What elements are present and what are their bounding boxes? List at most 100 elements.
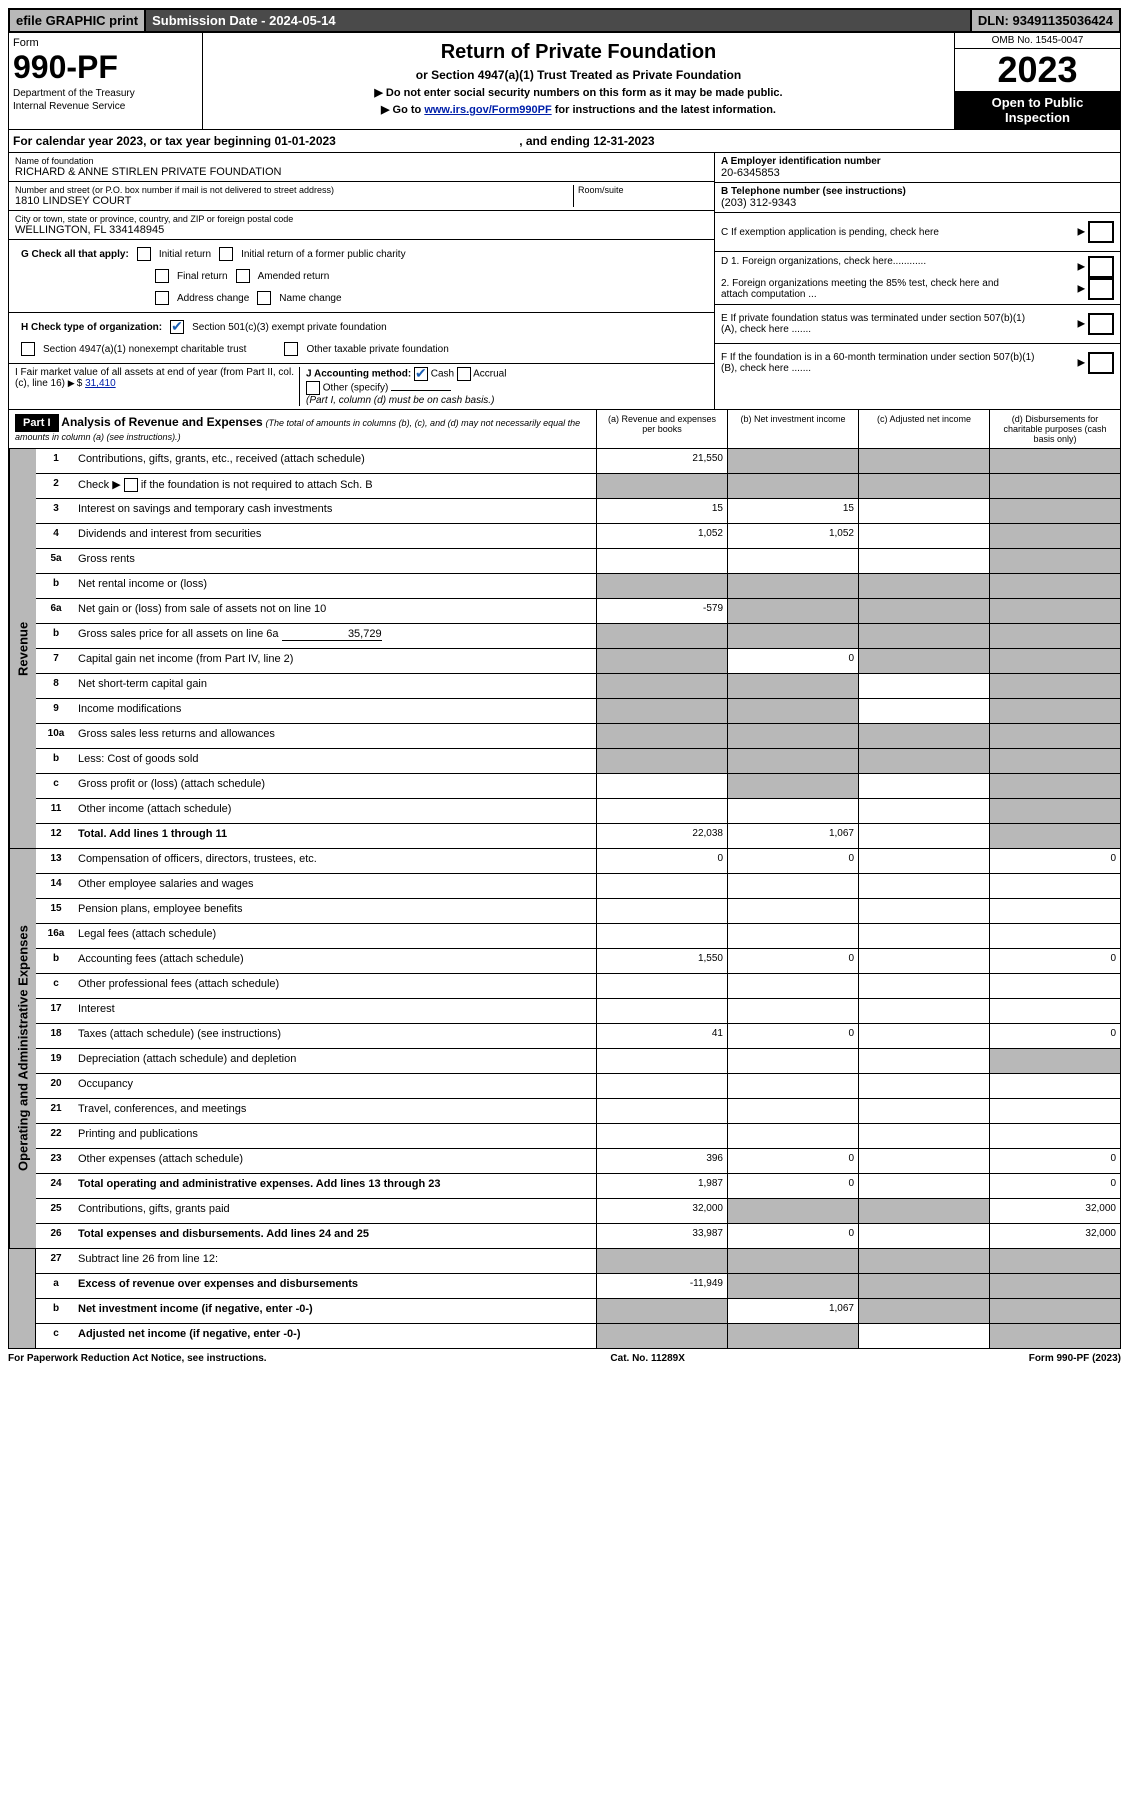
expense-label: Operating and Administrative Expenses — [9, 849, 36, 1248]
efile-label[interactable]: efile GRAPHIC print — [10, 10, 146, 31]
ein: 20-6345853 — [721, 167, 780, 179]
footer: For Paperwork Reduction Act Notice, see … — [8, 1349, 1121, 1368]
submission-date: Submission Date - 2024-05-14 — [146, 10, 972, 31]
line-b: bGross sales price for all assets on lin… — [36, 624, 1120, 649]
check-4947[interactable] — [21, 342, 35, 356]
line-b: bNet rental income or (loss) — [36, 574, 1120, 599]
check-address[interactable] — [155, 291, 169, 305]
dept-treasury: Department of the Treasury — [13, 88, 198, 99]
form-number: 990-PF — [13, 49, 198, 86]
line-11: 11Other income (attach schedule) — [36, 799, 1120, 824]
check-other-method[interactable] — [306, 381, 320, 395]
f-label: F If the foundation is in a 60-month ter… — [721, 352, 1041, 374]
d1-label: D 1. Foreign organizations, check here..… — [721, 256, 926, 278]
line-25: 25Contributions, gifts, grants paid32,00… — [36, 1199, 1120, 1224]
check-d1[interactable] — [1088, 256, 1114, 278]
form-header: Form 990-PF Department of the Treasury I… — [8, 33, 1121, 130]
i-label: I Fair market value of all assets at end… — [15, 367, 294, 389]
line-24: 24Total operating and administrative exp… — [36, 1174, 1120, 1199]
check-f[interactable] — [1088, 352, 1114, 374]
line-c: cOther professional fees (attach schedul… — [36, 974, 1120, 999]
part1-header: Part I Analysis of Revenue and Expenses … — [8, 410, 1121, 449]
fmv-value[interactable]: 31,410 — [85, 378, 116, 389]
a-label: A Employer identification number — [721, 156, 881, 167]
header-right: OMB No. 1545-0047 2023 Open to Public In… — [954, 33, 1120, 129]
line-18: 18Taxes (attach schedule) (see instructi… — [36, 1024, 1120, 1049]
line-a: aExcess of revenue over expenses and dis… — [36, 1274, 1120, 1299]
footer-right: Form 990-PF (2023) — [1029, 1353, 1121, 1364]
col-c-head: (c) Adjusted net income — [858, 410, 989, 448]
check-cash[interactable] — [414, 367, 428, 381]
line-5a: 5aGross rents — [36, 549, 1120, 574]
check-c[interactable] — [1088, 221, 1114, 243]
line-27: 27Subtract line 26 from line 12: — [36, 1249, 1120, 1274]
line-19: 19Depreciation (attach schedule) and dep… — [36, 1049, 1120, 1074]
line-b: bNet investment income (if negative, ent… — [36, 1299, 1120, 1324]
line-2: 2Check ▶ if the foundation is not requir… — [36, 474, 1120, 499]
col-d-head: (d) Disbursements for charitable purpose… — [989, 410, 1120, 448]
line-26: 26Total expenses and disbursements. Add … — [36, 1224, 1120, 1248]
form-subtitle: or Section 4947(a)(1) Trust Treated as P… — [207, 68, 950, 82]
line-c: cGross profit or (loss) (attach schedule… — [36, 774, 1120, 799]
foundation-name: RICHARD & ANNE STIRLEN PRIVATE FOUNDATIO… — [15, 166, 708, 178]
line-7: 7Capital gain net income (from Part IV, … — [36, 649, 1120, 674]
line-15: 15Pension plans, employee benefits — [36, 899, 1120, 924]
phone: (203) 312-9343 — [721, 197, 796, 209]
irs-link[interactable]: www.irs.gov/Form990PF — [424, 104, 551, 116]
part1-label: Part I — [15, 414, 59, 432]
line-10a: 10aGross sales less returns and allowanc… — [36, 724, 1120, 749]
b-label: B Telephone number (see instructions) — [721, 186, 906, 197]
foundation-city: WELLINGTON, FL 334148945 — [15, 224, 708, 236]
h-row: H Check type of organization: Section 50… — [15, 316, 708, 338]
line-b: bAccounting fees (attach schedule)1,5500… — [36, 949, 1120, 974]
c-label: C If exemption application is pending, c… — [721, 227, 939, 238]
note-link: ▶ Go to www.irs.gov/Form990PF for instru… — [207, 103, 950, 116]
check-initial-former[interactable] — [219, 247, 233, 261]
line-16a: 16aLegal fees (attach schedule) — [36, 924, 1120, 949]
line-23: 23Other expenses (attach schedule)39600 — [36, 1149, 1120, 1174]
footer-left: For Paperwork Reduction Act Notice, see … — [8, 1353, 267, 1364]
omb-number: OMB No. 1545-0047 — [955, 33, 1120, 49]
line-1: 1Contributions, gifts, grants, etc., rec… — [36, 449, 1120, 474]
d2-label: 2. Foreign organizations meeting the 85%… — [721, 278, 1021, 300]
summary-section: 27Subtract line 26 from line 12:aExcess … — [8, 1249, 1121, 1349]
line-17: 17Interest — [36, 999, 1120, 1024]
check-initial[interactable] — [137, 247, 151, 261]
part1-title: Analysis of Revenue and Expenses — [61, 415, 262, 429]
line-20: 20Occupancy — [36, 1074, 1120, 1099]
col-b-head: (b) Net investment income — [727, 410, 858, 448]
info-left: Name of foundation RICHARD & ANNE STIRLE… — [9, 153, 714, 409]
addr-label: Number and street (or P.O. box number if… — [15, 185, 573, 195]
line-22: 22Printing and publications — [36, 1124, 1120, 1149]
city-label: City or town, state or province, country… — [15, 214, 708, 224]
line-3: 3Interest on savings and temporary cash … — [36, 499, 1120, 524]
note-ssn: ▶ Do not enter social security numbers o… — [207, 86, 950, 99]
check-name[interactable] — [257, 291, 271, 305]
line-4: 4Dividends and interest from securities1… — [36, 524, 1120, 549]
line-6a: 6aNet gain or (loss) from sale of assets… — [36, 599, 1120, 624]
check-accrual[interactable] — [457, 367, 471, 381]
line-14: 14Other employee salaries and wages — [36, 874, 1120, 899]
form-label: Form — [13, 37, 198, 49]
header-left: Form 990-PF Department of the Treasury I… — [9, 33, 203, 129]
check-final[interactable] — [155, 269, 169, 283]
col-a-head: (a) Revenue and expenses per books — [596, 410, 727, 448]
open-public: Open to Public Inspection — [955, 91, 1120, 129]
revenue-section: Revenue 1Contributions, gifts, grants, e… — [8, 449, 1121, 849]
line-9: 9Income modifications — [36, 699, 1120, 724]
tax-year: 2023 — [955, 49, 1120, 91]
check-d2[interactable] — [1088, 278, 1114, 300]
check-amended[interactable] — [236, 269, 250, 283]
line-c: cAdjusted net income (if negative, enter… — [36, 1324, 1120, 1348]
line-21: 21Travel, conferences, and meetings — [36, 1099, 1120, 1124]
check-e[interactable] — [1088, 313, 1114, 335]
top-bar: efile GRAPHIC print Submission Date - 20… — [8, 8, 1121, 33]
header-center: Return of Private Foundation or Section … — [203, 33, 954, 129]
check-501c3[interactable] — [170, 320, 184, 334]
e-label: E If private foundation status was termi… — [721, 313, 1041, 335]
check-other-taxable[interactable] — [284, 342, 298, 356]
line-13: 13Compensation of officers, directors, t… — [36, 849, 1120, 874]
room-label: Room/suite — [578, 185, 708, 195]
line-b: bLess: Cost of goods sold — [36, 749, 1120, 774]
calendar-year-row: For calendar year 2023, or tax year begi… — [8, 130, 1121, 153]
